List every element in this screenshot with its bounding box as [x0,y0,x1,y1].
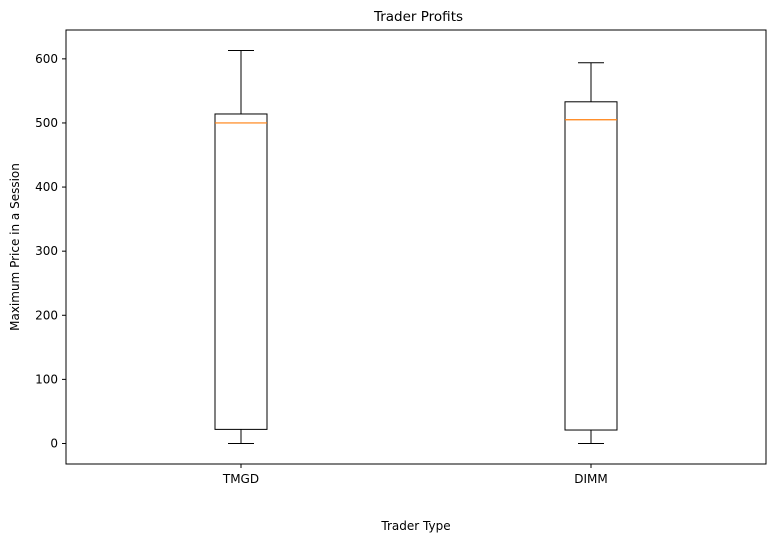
y-tick-label: 400 [35,180,58,194]
box-tmgd [214,50,268,444]
y-tick-label: 0 [50,436,58,450]
boxes-group [214,50,618,444]
x-tick-label: DIMM [574,472,608,486]
y-tick-label: 600 [35,52,58,66]
y-axis: 0 100 200 300 400 500 600 [35,52,66,450]
plot-area-frame [65,29,767,465]
y-tick-label: 300 [35,244,58,258]
box-dimm [564,62,618,444]
iqr-box [214,113,268,430]
y-tick-label: 500 [35,116,58,130]
iqr-box [564,101,618,431]
chart-title: Trader Profits [373,9,463,25]
x-axis: TMGD DIMM [222,464,608,486]
y-axis-label: Maximum Price in a Session [8,163,22,331]
y-tick-label: 100 [35,372,58,386]
y-tick-label: 200 [35,308,58,322]
x-tick-label: TMGD [222,472,259,486]
x-axis-label: Trader Type [380,519,450,533]
